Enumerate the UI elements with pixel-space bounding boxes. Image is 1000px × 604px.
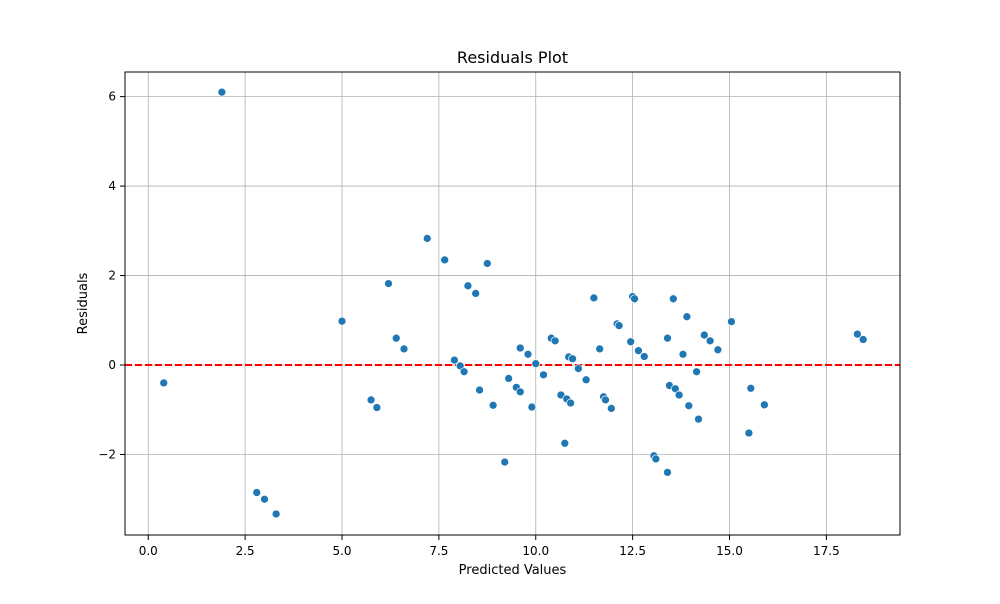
scatter-point	[372, 403, 382, 412]
ticks-layer: 0.0 2.5 5.0 7.5 10.0 12.5 15.0 17.5 −2 0 2 4 6	[98, 90, 839, 558]
scatter-point	[589, 293, 599, 303]
y-tick-label: −2	[98, 447, 116, 461]
chart-title: Residuals Plot	[457, 48, 568, 67]
scatter-point	[560, 438, 570, 448]
scatter-point	[858, 335, 868, 344]
scatter-point	[217, 87, 227, 97]
scatter-point	[440, 255, 450, 265]
scatter-point	[630, 294, 639, 304]
scatter-point	[651, 454, 661, 464]
scatter-point	[252, 488, 262, 497]
scatter-point	[450, 355, 459, 365]
scatter-point	[727, 317, 736, 326]
scatter-point	[684, 401, 694, 411]
grid-layer	[125, 72, 900, 535]
scatter-point	[626, 337, 636, 347]
scatter-point	[523, 349, 533, 359]
scatter-point	[674, 390, 684, 400]
scatter-point	[606, 404, 616, 413]
x-tick-label: 10.0	[522, 544, 549, 558]
scatter-point	[475, 385, 484, 395]
scatter-point	[699, 330, 709, 340]
scatter-point	[391, 333, 401, 343]
scatter-point	[488, 400, 498, 410]
scatter-point	[337, 316, 347, 326]
scatter-point	[678, 349, 688, 359]
x-tick-label: 15.0	[716, 544, 743, 558]
scatter-point	[550, 336, 560, 346]
scatter-point	[566, 398, 575, 408]
scatter-point	[713, 345, 723, 355]
scatter-point	[634, 346, 643, 356]
scatter-point	[463, 281, 473, 291]
scatter-point	[504, 374, 513, 383]
y-tick-label: 6	[108, 90, 116, 104]
scatter-point	[601, 395, 610, 405]
points-layer	[159, 87, 868, 519]
y-tick-label: 2	[108, 269, 116, 283]
scatter-point	[595, 344, 605, 354]
y-axis-label: Residuals	[76, 272, 91, 334]
x-tick-label: 0.0	[139, 544, 158, 558]
scatter-point	[614, 321, 624, 330]
scatter-point	[515, 343, 525, 353]
scatter-point	[682, 312, 692, 322]
y-tick-label: 0	[108, 358, 116, 372]
scatter-point	[581, 375, 591, 385]
scatter-point	[260, 494, 269, 504]
x-tick-label: 7.5	[429, 544, 448, 558]
scatter-point	[694, 414, 703, 424]
scatter-point	[705, 336, 715, 346]
x-tick-label: 5.0	[332, 544, 351, 558]
scatter-point	[384, 279, 393, 288]
scatter-point	[527, 402, 537, 412]
y-tick-label: 4	[108, 179, 116, 193]
scatter-point	[663, 468, 672, 477]
x-tick-label: 12.5	[619, 544, 646, 558]
scatter-point	[531, 359, 541, 369]
scatter-point	[668, 294, 678, 304]
scatter-point	[746, 383, 756, 393]
scatter-point	[271, 509, 281, 519]
scatter-point	[482, 259, 492, 268]
x-tick-label: 17.5	[813, 544, 840, 558]
x-axis-label: Predicted Values	[459, 563, 567, 578]
scatter-point	[539, 370, 548, 380]
scatter-point	[515, 387, 525, 397]
scatter-point	[159, 378, 169, 388]
scatter-point	[459, 367, 469, 377]
scatter-point	[670, 384, 680, 394]
scatter-point	[760, 400, 769, 410]
scatter-point	[422, 234, 432, 243]
scatter-point	[568, 354, 577, 364]
x-tick-label: 2.5	[236, 544, 255, 558]
scatter-point	[500, 457, 510, 467]
scatter-point	[366, 395, 376, 405]
scatter-point	[663, 333, 672, 343]
scatter-point	[574, 364, 583, 373]
scatter-point	[471, 289, 481, 298]
scatter-point	[692, 367, 701, 377]
plot-frame	[124, 71, 901, 536]
scatter-point	[639, 352, 649, 361]
scatter-point	[853, 329, 862, 339]
scatter-point	[744, 428, 754, 438]
scatter-point	[399, 344, 409, 354]
